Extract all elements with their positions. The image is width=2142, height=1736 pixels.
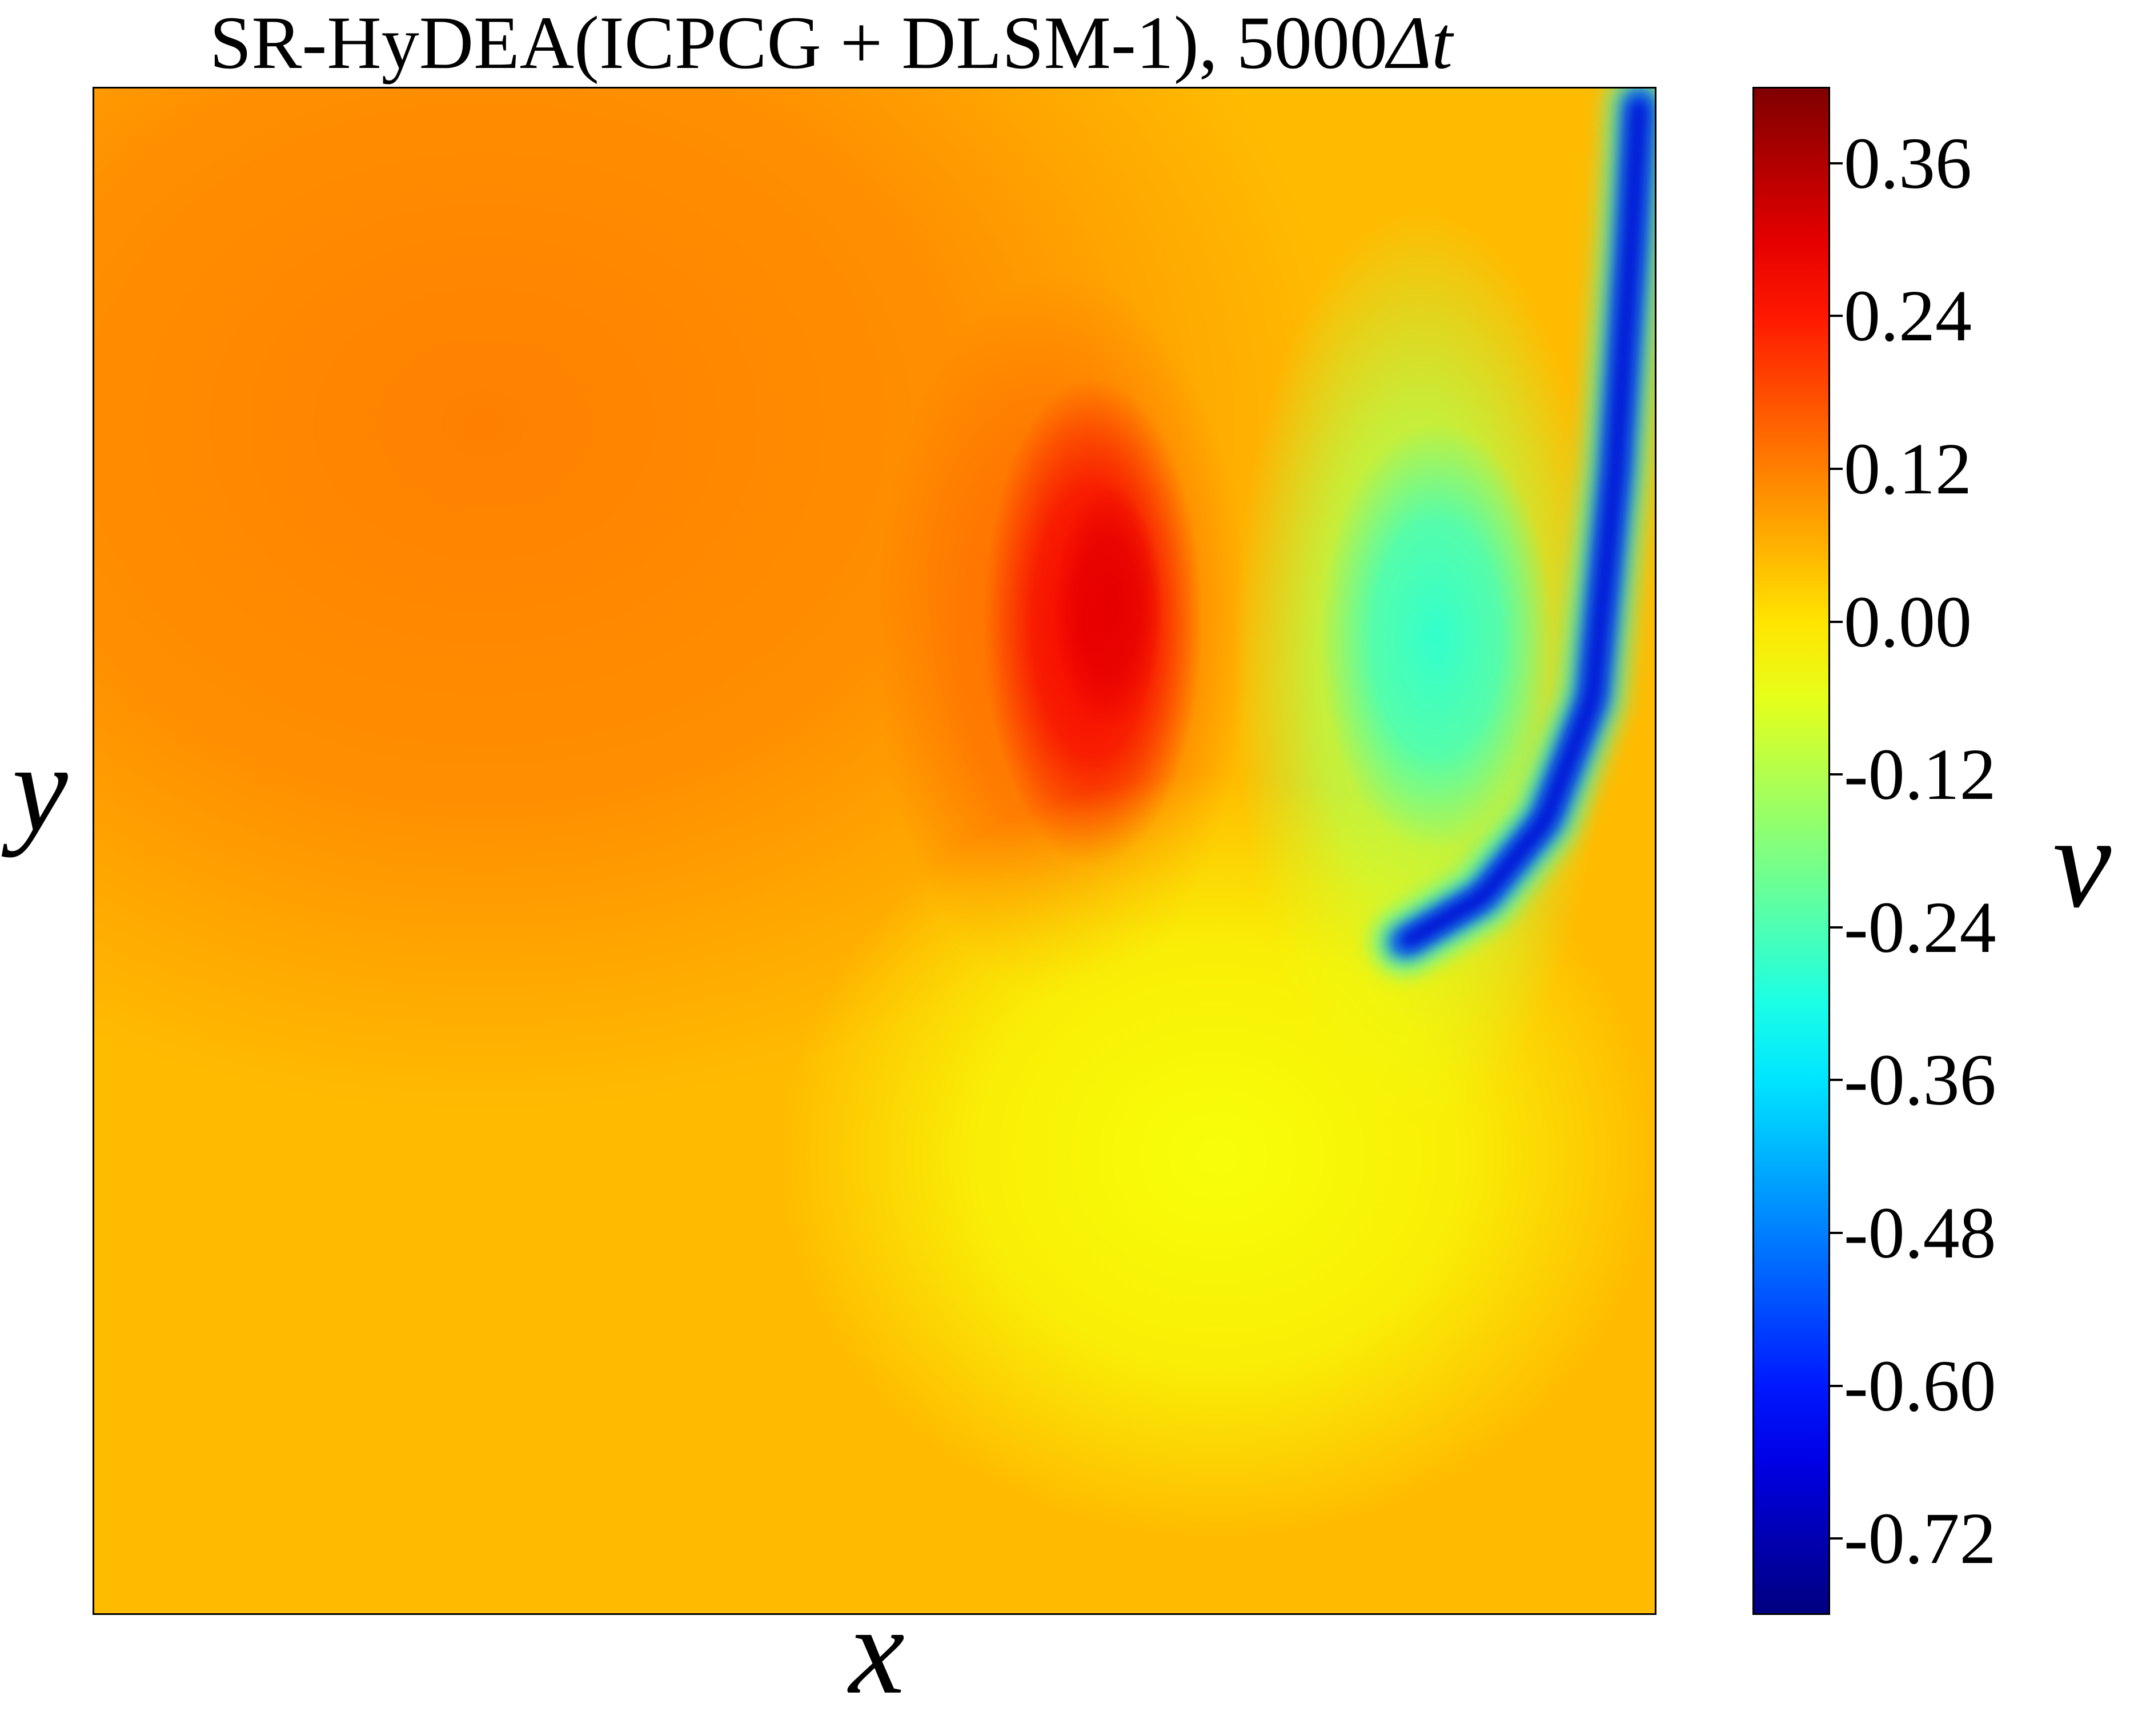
colorbar-tick xyxy=(1830,926,1843,929)
colorbar-tick-label: -0.12 xyxy=(1844,734,1996,815)
chart-title-text: SR-HyDEA(ICPCG + DLSM-1), 5000 xyxy=(209,1,1387,85)
wall-jet-band xyxy=(1399,98,1645,948)
colorbar-tick-label: 0.36 xyxy=(1844,122,1972,204)
velocity-field xyxy=(94,89,1655,1613)
colorbar-tick xyxy=(1830,1232,1843,1234)
chart-title-symbol: Δt xyxy=(1387,1,1453,85)
colorbar-tick xyxy=(1830,162,1843,164)
colorbar-tick xyxy=(1830,468,1843,470)
colorbar-tick-label: 0.24 xyxy=(1844,275,1972,357)
colorbar-tick xyxy=(1830,620,1843,623)
plot-area xyxy=(93,87,1656,1615)
colorbar-tick-label: 0.00 xyxy=(1844,581,1972,662)
y-axis-label: y xyxy=(12,718,68,858)
colorbar-tick-label: -0.48 xyxy=(1844,1192,1996,1273)
colorbar-tick xyxy=(1830,315,1843,318)
colorbar-tick-label: -0.72 xyxy=(1844,1498,1996,1580)
x-axis-label: x xyxy=(849,1581,905,1720)
colorbar-tick xyxy=(1830,1079,1843,1082)
colorbar-label: v xyxy=(2052,789,2112,935)
lower-right-negative xyxy=(781,774,1655,1537)
colorbar-tick-label: -0.36 xyxy=(1844,1039,1996,1121)
colorbar-tick-label: -0.24 xyxy=(1844,886,1996,968)
negative-core xyxy=(1319,424,1554,851)
colorbar-tick-label: 0.12 xyxy=(1844,428,1972,509)
colorbar-tick xyxy=(1830,1384,1843,1387)
colorbar-tick-label: -0.60 xyxy=(1844,1345,1996,1426)
colorbar-tick xyxy=(1830,773,1843,776)
colorbar xyxy=(1752,87,1830,1615)
colorbar-tick xyxy=(1830,1537,1843,1540)
chart-title: SR-HyDEA(ICPCG + DLSM-1), 5000Δt xyxy=(91,0,1571,86)
positive-peak xyxy=(1054,485,1164,729)
